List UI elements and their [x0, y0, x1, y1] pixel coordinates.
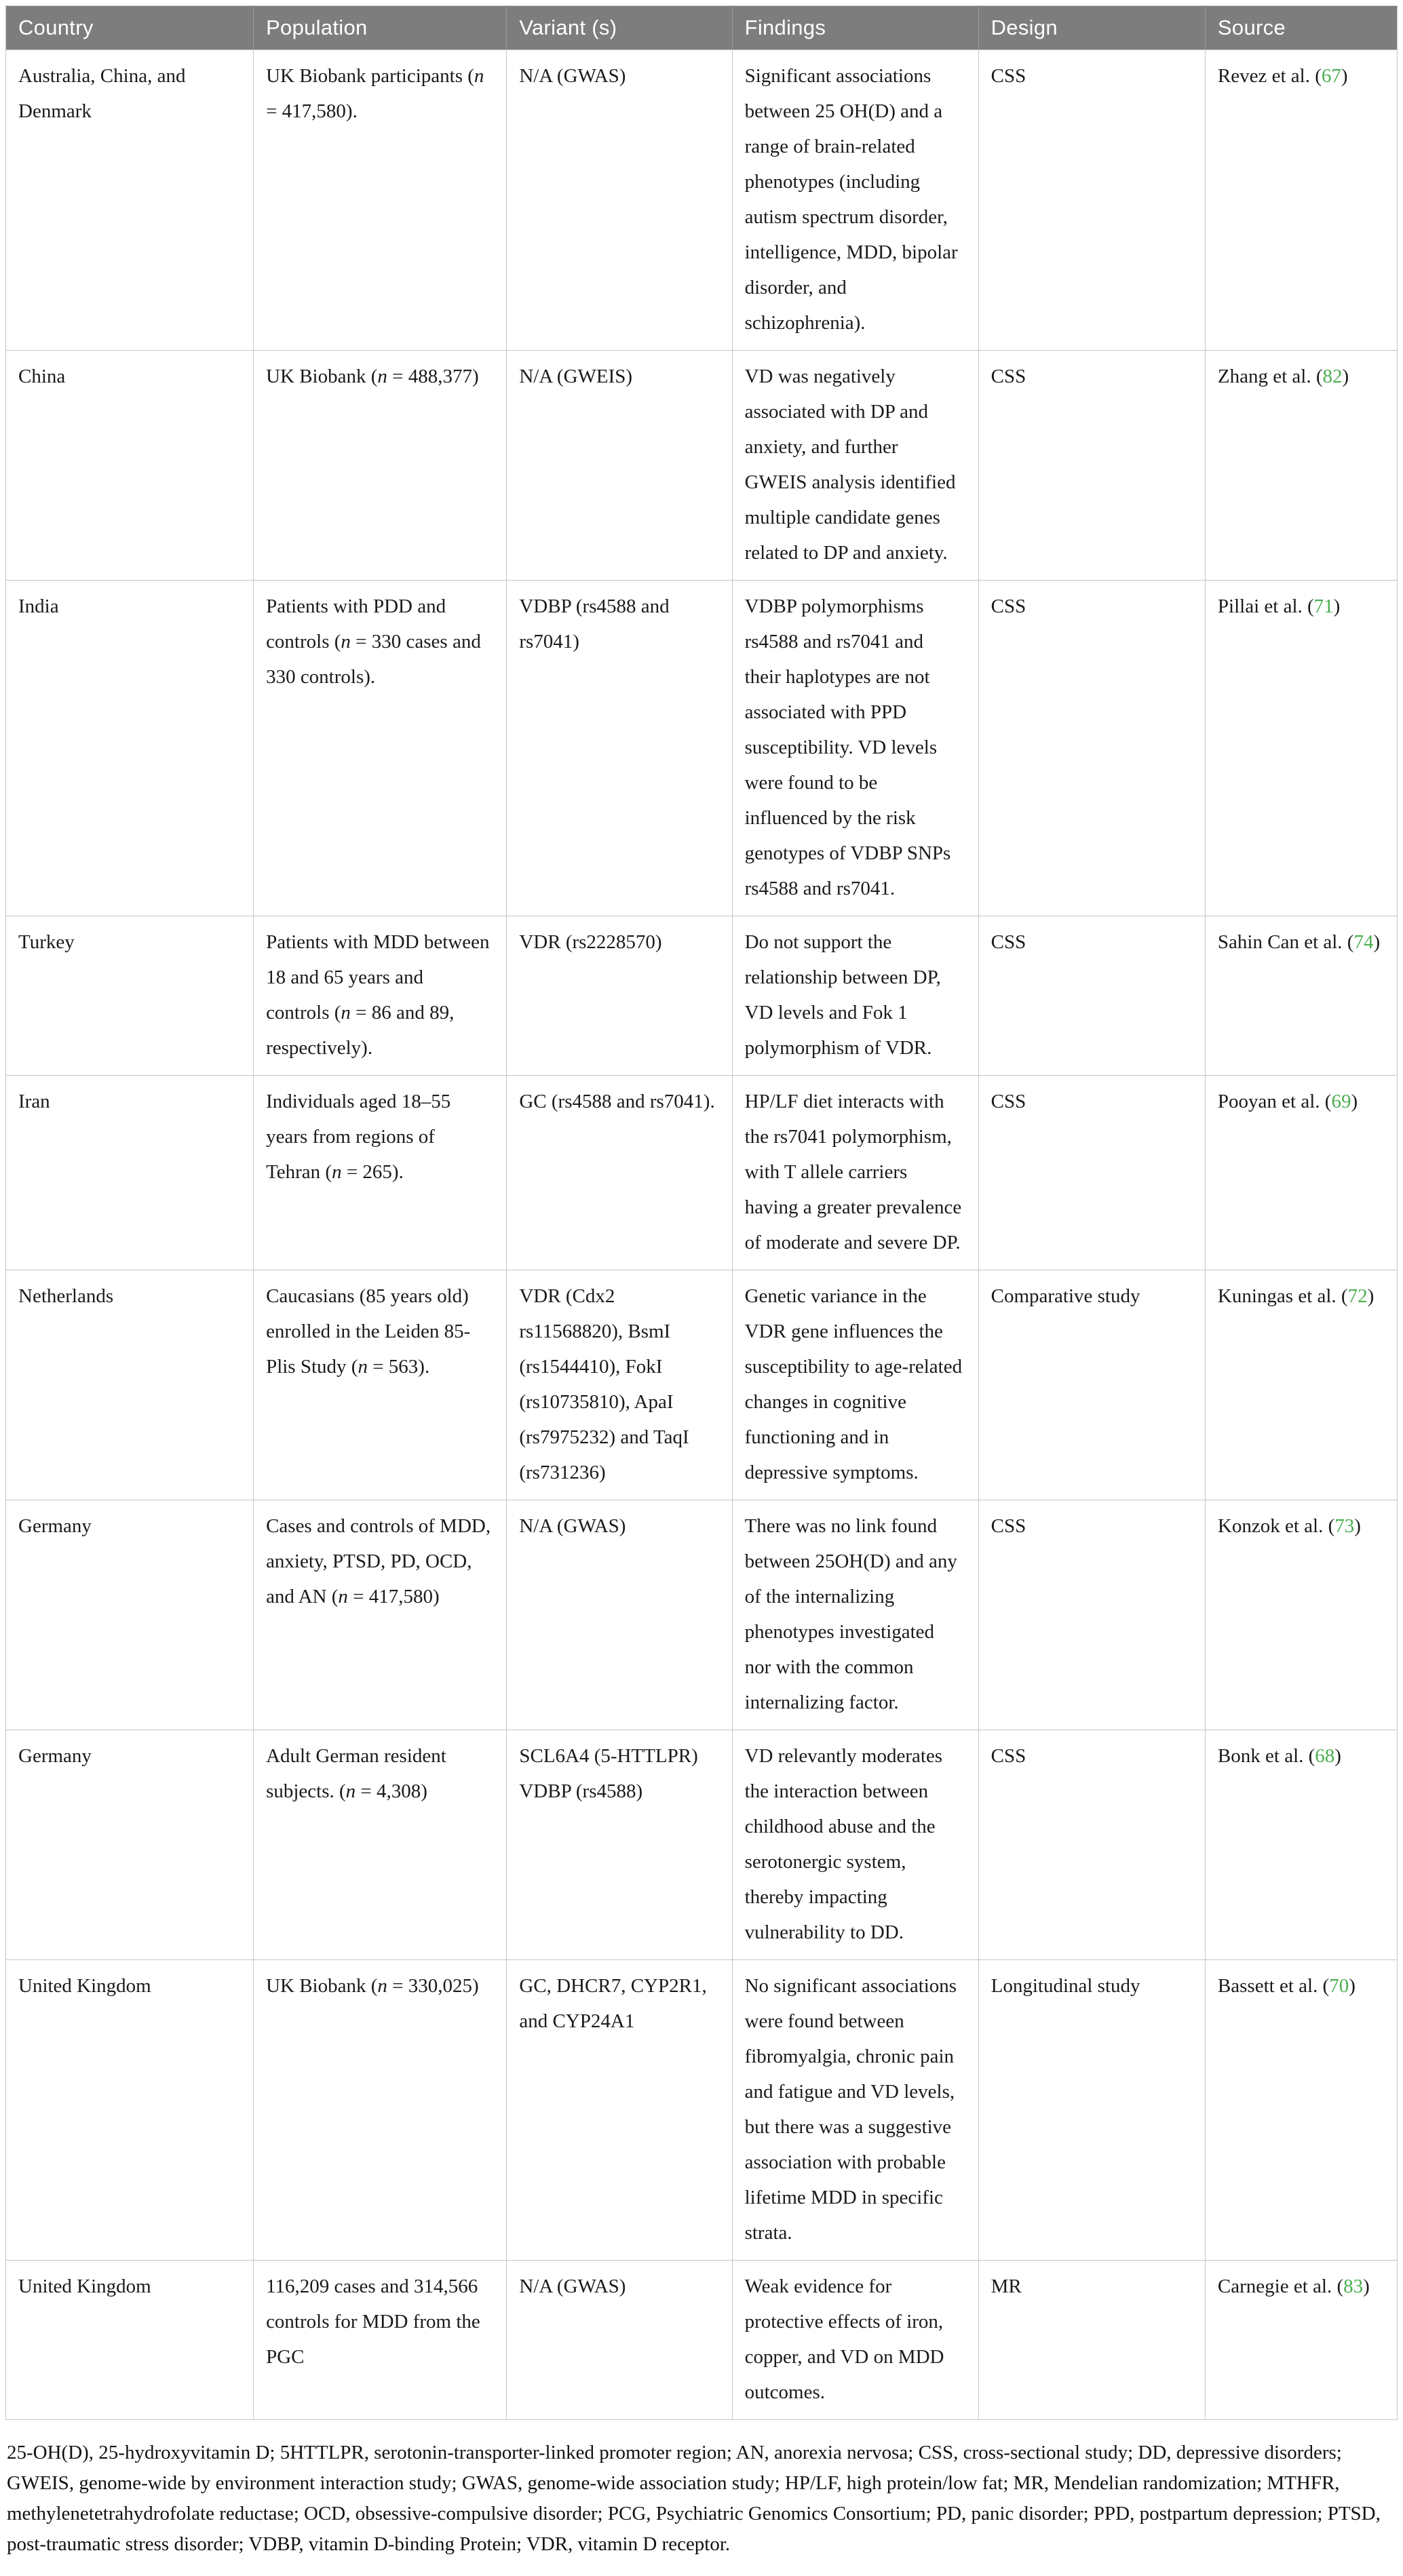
cell-design: Longitudinal study [978, 1959, 1206, 2261]
cell-variant: VDBP (rs4588 and rs7041) [506, 580, 733, 916]
cell-variant: GC, DHCR7, CYP2R1, and CYP24A1 [506, 1959, 733, 2261]
col-header-country: Country [5, 5, 254, 50]
cell-design: CSS [978, 916, 1206, 1076]
cell-population: Caucasians (85 years old) enrolled in th… [253, 1270, 507, 1500]
cell-population: Cases and controls of MDD, anxiety, PTSD… [253, 1500, 507, 1730]
citation-link[interactable]: 73 [1334, 1515, 1355, 1537]
cell-findings: Do not support the relationship between … [731, 916, 979, 1076]
cell-variant: N/A (GWAS) [506, 2260, 733, 2420]
cell-findings: Weak evidence for protective effects of … [731, 2260, 979, 2420]
cell-country: Australia, China, and Denmark [5, 50, 254, 351]
cell-design: CSS [978, 1075, 1206, 1270]
cell-findings: Significant associations between 25 OH(D… [731, 50, 979, 351]
table-row: Iran Individuals aged 18–55 years from r… [5, 1075, 1398, 1270]
cell-country: Germany [5, 1730, 254, 1960]
cell-design: CSS [978, 1500, 1206, 1730]
citation-link[interactable]: 71 [1313, 596, 1334, 617]
cell-findings: Genetic variance in the VDR gene influen… [731, 1270, 979, 1500]
cell-findings: HP/LF diet interacts with the rs7041 pol… [731, 1075, 979, 1270]
cell-population: Patients with MDD between 18 and 65 year… [253, 916, 507, 1076]
cell-findings: VD relevantly moderates the interaction … [731, 1730, 979, 1960]
citation-link[interactable]: 83 [1343, 2276, 1364, 2297]
table-header: Country Population Variant (s) Findings … [5, 5, 1398, 50]
cell-design: CSS [978, 580, 1206, 916]
citation-link[interactable]: 74 [1353, 931, 1374, 953]
col-header-design: Design [978, 5, 1206, 50]
cell-country: Germany [5, 1500, 254, 1730]
col-header-population: Population [253, 5, 507, 50]
cell-design: CSS [978, 1730, 1206, 1960]
cell-source: Bassett et al. (70) [1204, 1959, 1398, 2261]
cell-population: UK Biobank (n = 488,377) [253, 350, 507, 581]
citation-link[interactable]: 82 [1322, 366, 1343, 387]
cell-population: UK Biobank participants (n = 417,580). [253, 50, 507, 351]
cell-country: United Kingdom [5, 2260, 254, 2420]
cell-variant: GC (rs4588 and rs7041). [506, 1075, 733, 1270]
citation-link[interactable]: 69 [1331, 1091, 1351, 1112]
citation-link[interactable]: 67 [1321, 65, 1341, 87]
cell-source: Zhang et al. (82) [1204, 350, 1398, 581]
cell-source: Kuningas et al. (72) [1204, 1270, 1398, 1500]
table-row: China UK Biobank (n = 488,377) N/A (GWEI… [5, 350, 1398, 581]
cell-source: Carnegie et al. (83) [1204, 2260, 1398, 2420]
table-row: Turkey Patients with MDD between 18 and … [5, 916, 1398, 1076]
cell-variant: N/A (GWEIS) [506, 350, 733, 581]
cell-source: Pillai et al. (71) [1204, 580, 1398, 916]
col-header-variants: Variant (s) [506, 5, 733, 50]
cell-population: Patients with PDD and controls (n = 330 … [253, 580, 507, 916]
cell-design: CSS [978, 50, 1206, 351]
cell-variant: VDR (rs2228570) [506, 916, 733, 1076]
cell-design: CSS [978, 350, 1206, 581]
cell-population: Individuals aged 18–55 years from region… [253, 1075, 507, 1270]
footnote: 25-OH(D), 25-hydroxyvitamin D; 5HTTLPR, … [7, 2442, 1381, 2555]
cell-population: Adult German resident subjects. (n = 4,3… [253, 1730, 507, 1960]
studies-table: Country Population Variant (s) Findings … [5, 5, 1398, 2420]
cell-findings: VDBP polymorphisms rs4588 and rs7041 and… [731, 580, 979, 916]
cell-country: Netherlands [5, 1270, 254, 1500]
cell-variant: N/A (GWAS) [506, 50, 733, 351]
cell-country: Iran [5, 1075, 254, 1270]
cell-country: United Kingdom [5, 1959, 254, 2261]
col-header-findings: Findings [731, 5, 979, 50]
table-row: Germany Adult German resident subjects. … [5, 1730, 1398, 1960]
cell-findings: There was no link found between 25OH(D) … [731, 1500, 979, 1730]
citation-link[interactable]: 70 [1329, 1975, 1349, 1997]
cell-variant: N/A (GWAS) [506, 1500, 733, 1730]
cell-design: Comparative study [978, 1270, 1206, 1500]
cell-source: Bonk et al. (68) [1204, 1730, 1398, 1960]
citation-link[interactable]: 72 [1347, 1285, 1368, 1307]
cell-country: China [5, 350, 254, 581]
cell-source: Pooyan et al. (69) [1204, 1075, 1398, 1270]
cell-population: UK Biobank (n = 330,025) [253, 1959, 507, 2261]
table-row: Netherlands Caucasians (85 years old) en… [5, 1270, 1398, 1500]
cell-findings: VD was negatively associated with DP and… [731, 350, 979, 581]
cell-variant: SCL6A4 (5-HTTLPR) VDBP (rs4588) [506, 1730, 733, 1960]
cell-source: Sahin Can et al. (74) [1204, 916, 1398, 1076]
table-row: United Kingdom UK Biobank (n = 330,025) … [5, 1959, 1398, 2261]
col-header-source: Source [1204, 5, 1398, 50]
table-row: India Patients with PDD and controls (n … [5, 580, 1398, 916]
cell-country: India [5, 580, 254, 916]
cell-source: Konzok et al. (73) [1204, 1500, 1398, 1730]
cell-design: MR [978, 2260, 1206, 2420]
citation-link[interactable]: 68 [1315, 1745, 1335, 1767]
cell-country: Turkey [5, 916, 254, 1076]
cell-findings: No significant associations were found b… [731, 1959, 979, 2261]
table-body: Australia, China, and Denmark UK Biobank… [5, 50, 1398, 2420]
cell-population: 116,209 cases and 314,566 controls for M… [253, 2260, 507, 2420]
table-row: Germany Cases and controls of MDD, anxie… [5, 1500, 1398, 1730]
table-row: United Kingdom 116,209 cases and 314,566… [5, 2260, 1398, 2420]
cell-variant: VDR (Cdx2 rs11568820), BsmI (rs1544410),… [506, 1270, 733, 1500]
cell-source: Revez et al. (67) [1204, 50, 1398, 351]
table-row: Australia, China, and Denmark UK Biobank… [5, 50, 1398, 351]
